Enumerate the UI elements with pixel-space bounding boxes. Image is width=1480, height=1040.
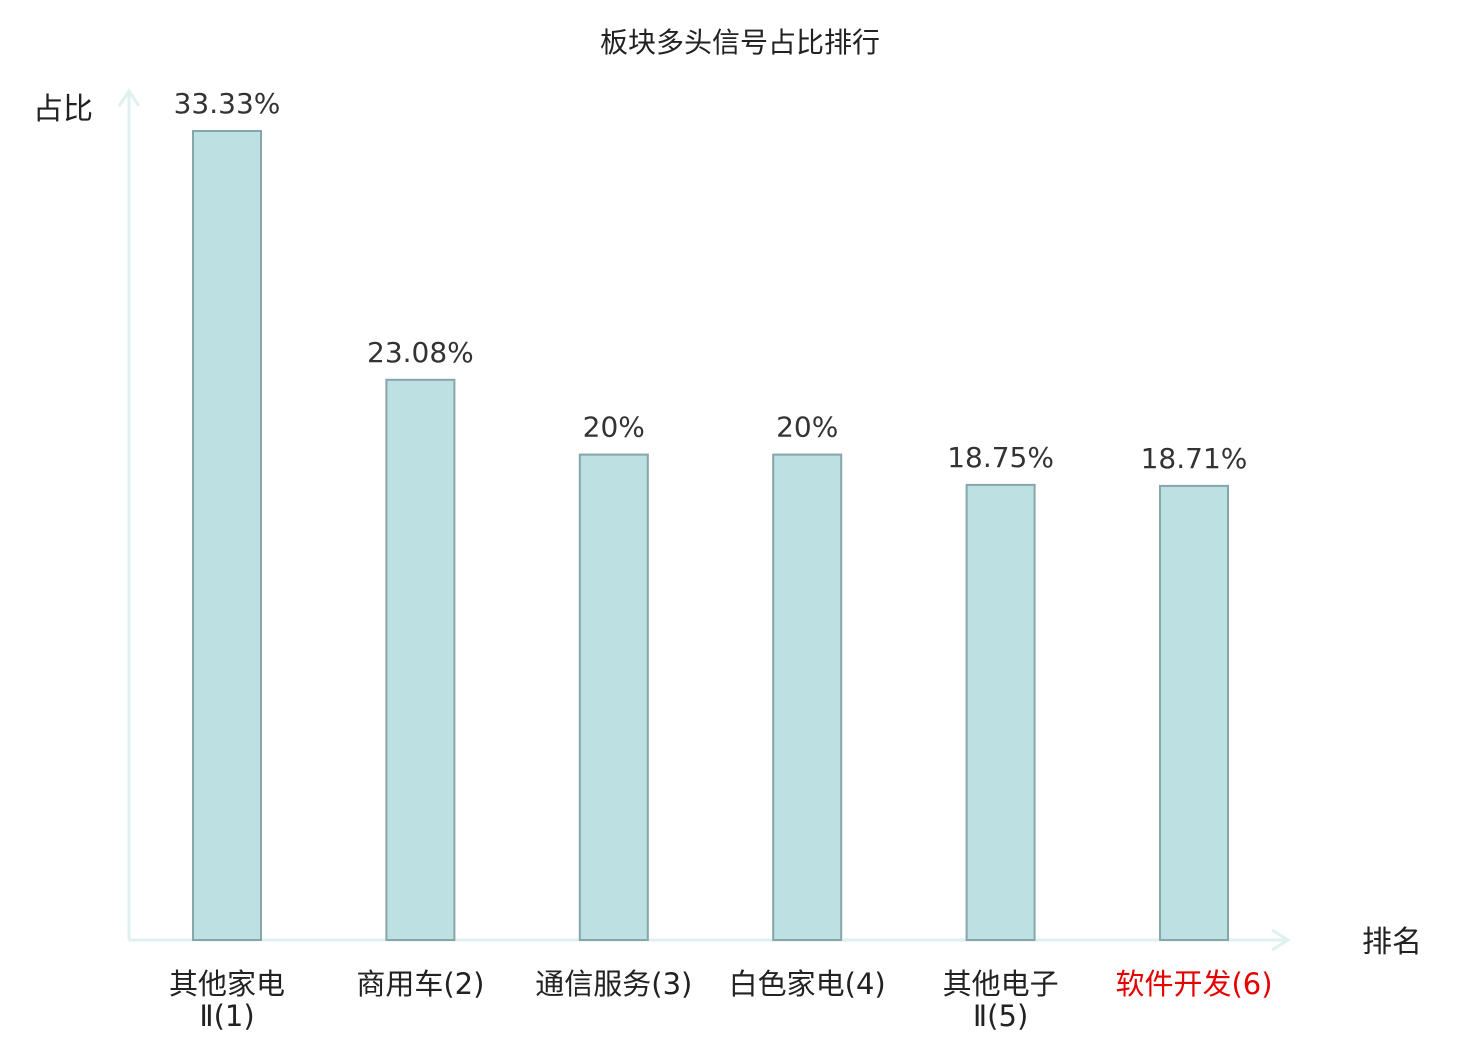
- bar-3: [578, 453, 649, 941]
- bar-2: [385, 378, 456, 941]
- bars-group: [192, 130, 1229, 941]
- value-label-2: 23.08%: [367, 336, 474, 369]
- category-label-4: 白色家电(4): [729, 967, 886, 1001]
- category-label-1-line2: Ⅱ(1): [199, 999, 254, 1033]
- value-label-6: 18.71%: [1141, 442, 1248, 475]
- value-labels-group: 33.33% 23.08% 20% 20% 18.75% 18.71%: [174, 87, 1248, 475]
- category-label-5-line2: Ⅱ(5): [973, 999, 1028, 1033]
- category-label-5: 其他电子: [943, 967, 1059, 1001]
- value-label-5: 18.75%: [947, 441, 1054, 474]
- category-label-1: 其他家电: [169, 967, 285, 1001]
- value-label-1: 33.33%: [174, 87, 281, 120]
- bar-1: [192, 130, 262, 941]
- value-label-3: 20%: [583, 411, 645, 444]
- bar-4: [772, 453, 843, 941]
- category-label-3: 通信服务(3): [535, 967, 692, 1001]
- category-label-2: 商用车(2): [356, 967, 484, 1001]
- x-axis-label: 排名: [1362, 925, 1422, 960]
- x-axis: [129, 928, 1291, 952]
- category-label-6: 软件开发(6): [1115, 967, 1272, 1001]
- bar-6: [1159, 484, 1229, 941]
- value-label-4: 20%: [776, 411, 838, 444]
- y-axis: [117, 88, 141, 940]
- chart-title: 板块多头信号占比排行: [600, 26, 880, 59]
- bar-5: [965, 483, 1036, 941]
- y-axis-label: 占比: [33, 92, 93, 127]
